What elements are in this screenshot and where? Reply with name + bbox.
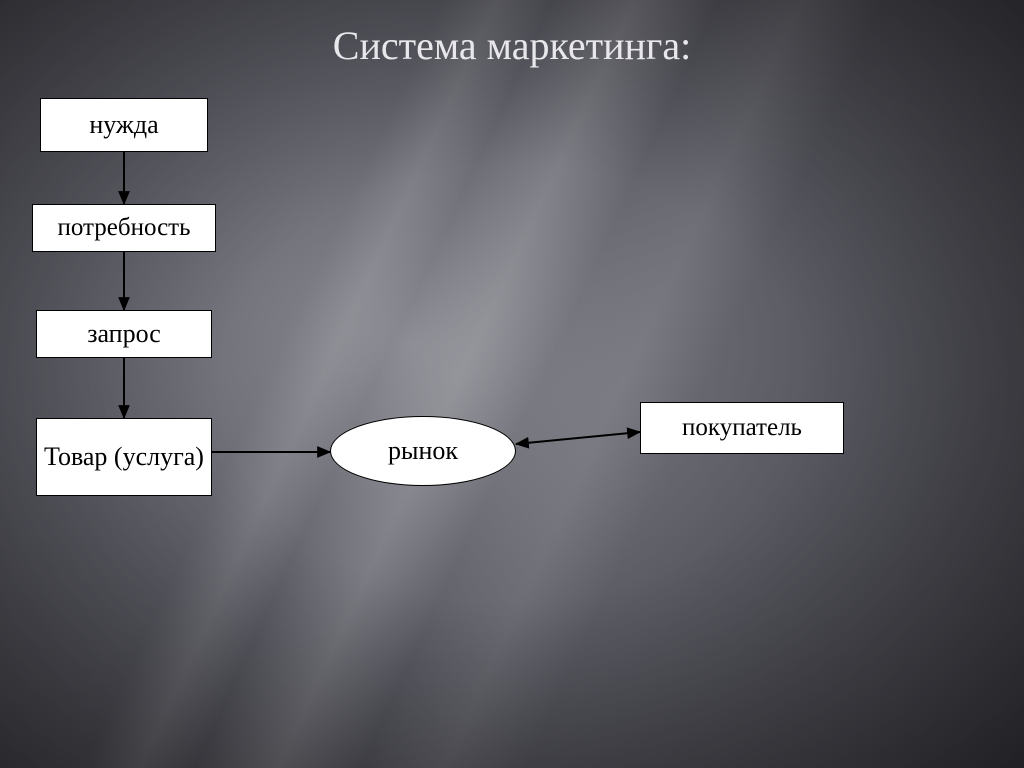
node-label: рынок	[388, 436, 458, 466]
slide-title: Система маркетинга:	[0, 22, 1024, 69]
node-want: потребность	[32, 204, 216, 252]
node-label: покупатель	[682, 414, 802, 443]
edge-market-buyer	[516, 432, 640, 444]
node-need: нужда	[40, 98, 208, 152]
node-label: Товар (услуга)	[44, 442, 204, 472]
node-demand: запрос	[36, 310, 212, 358]
node-product: Товар (услуга)	[36, 418, 212, 496]
node-label: нужда	[89, 110, 158, 140]
node-label: запрос	[87, 319, 161, 349]
node-market: рынок	[330, 416, 516, 486]
node-buyer: покупатель	[640, 402, 844, 454]
node-label: потребность	[57, 214, 190, 243]
